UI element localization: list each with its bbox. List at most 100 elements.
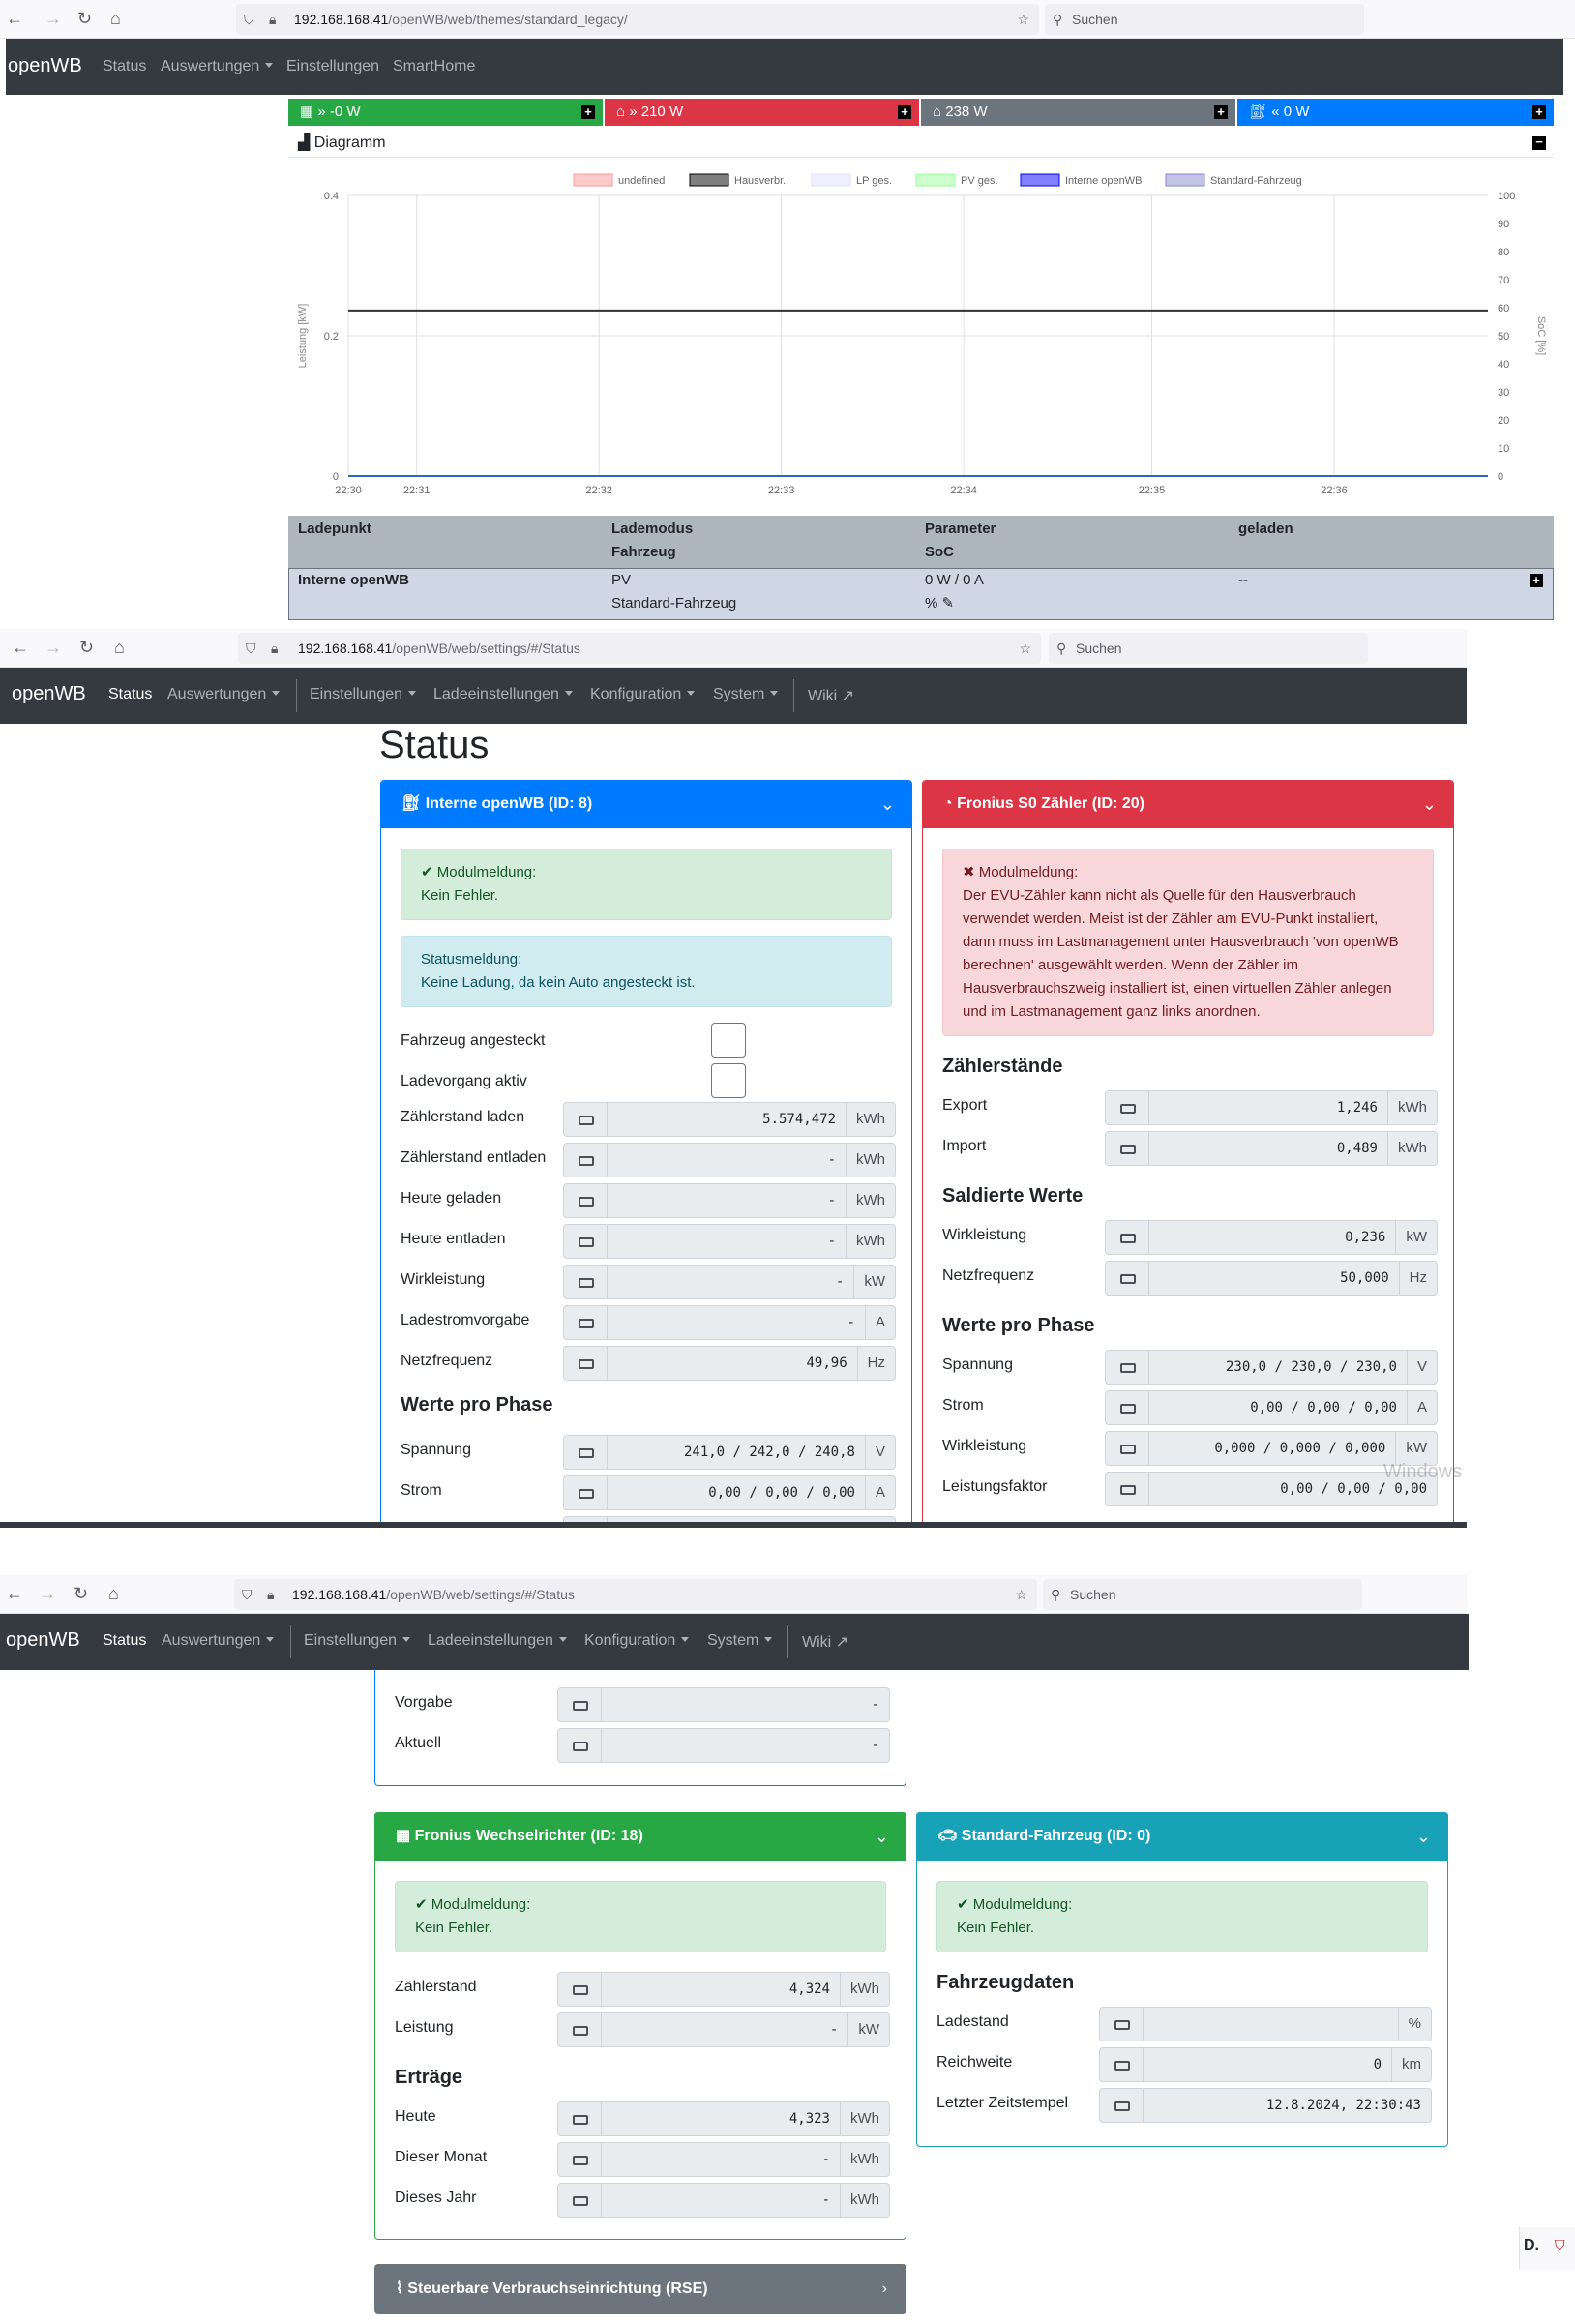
url-host: 192.168.168.41 [298,641,393,656]
nav-status[interactable]: Status [108,686,153,702]
edit-icon[interactable]: ✎ [941,595,955,611]
status-message: Statusmeldung: Keine Ladung, da kein Aut… [401,936,892,1007]
field-label: Spannung [401,1442,471,1458]
back-icon[interactable]: ← [6,9,23,28]
y2-tick-label: 0 [1498,471,1503,483]
value-field: 0,00 / 0,00 / 0,00 A [563,1475,896,1510]
nav-wiki[interactable]: Wiki ↗ [802,1634,849,1651]
nav-einstellungen[interactable]: Einstellungen [310,686,417,703]
chevron-down-icon[interactable]: ⌄ [874,1827,889,1846]
card-header[interactable]: 🚗︎ Standard-Fahrzeug (ID: 0) ⌄ [916,1812,1448,1861]
field-label: Dieses Jahr [395,2190,477,2206]
field-unit: V [1407,1350,1438,1385]
expand-icon[interactable]: + [1214,105,1228,119]
reload-icon[interactable]: ↻ [79,638,95,657]
collapse-icon[interactable]: − [1532,135,1546,150]
bookmark-star-icon[interactable]: ☆ [1019,641,1031,656]
url-path: /openWB/web/themes/standard_legacy/ [388,12,628,27]
x-tick-label: 22:33 [768,485,795,496]
nav-konfiguration[interactable]: Konfiguration [584,1632,690,1650]
home-tile[interactable]: ⌂ 238 W + [921,99,1235,126]
expand-icon[interactable]: + [898,105,911,119]
forward-icon[interactable]: → [45,9,62,28]
section-title: Werte pro Phase [401,1394,553,1415]
nav-status[interactable]: Status [103,58,147,74]
y2-tick-label: 70 [1498,275,1509,286]
nav-ladeeinstellungen[interactable]: Ladeeinstellungen [428,1632,567,1650]
search-box[interactable]: ⚲ Suchen [1045,4,1364,35]
field-label: Leistungsfaktor [942,1478,1048,1495]
card-header[interactable]: ◔ Fronius S0 Zähler (ID: 20) ⌄ [923,781,1453,828]
table-row[interactable]: Interne openWB PV Standard-Fahrzeug 0 W … [288,568,1554,620]
brand-logo[interactable]: openWB [8,55,82,76]
back-icon[interactable]: ← [6,1584,23,1603]
rse-card-header[interactable]: ⌇ Steuerbare Verbrauchseinrichtung (RSE)… [374,2264,906,2314]
legacy-navbar: openWB Status Auswertungen Einstellungen… [6,39,1563,95]
home-icon[interactable]: ⌂ [110,9,121,28]
reload-icon[interactable]: ↻ [74,1584,89,1603]
url-bar[interactable]: ⛉ 🔒︎ 192.168.168.41/openWB/web/themes/st… [236,4,1039,35]
row-charged: -- [1238,572,1248,588]
nav-einstellungen[interactable]: Einstellungen [286,58,380,74]
vehicle-plugged-checkbox[interactable] [711,1023,746,1058]
reload-icon[interactable]: ↻ [77,9,93,28]
card-header[interactable]: ⛽︎ Interne openWB (ID: 8) ⌄ [381,781,911,828]
col-soc: SoC [925,544,954,560]
url-bar[interactable]: ⛉ 🔒︎ 192.168.168.41/openWB/web/settings/… [238,633,1041,664]
nav-konfiguration[interactable]: Konfiguration [590,686,696,703]
card-header[interactable]: ▦ Fronius Wechselrichter (ID: 18) ⌄ [374,1812,906,1861]
back-icon[interactable]: ← [12,638,29,657]
y-tick-label: 0 [333,471,339,483]
forward-icon[interactable]: → [45,638,62,657]
search-box[interactable]: ⚲ Suchen [1049,633,1368,664]
nav-smarthome[interactable]: SmartHome [393,58,476,74]
url-host: 192.168.168.41 [294,12,389,27]
chargepoint-tile[interactable]: ⛽︎ « 0 W + [1237,99,1554,126]
diagram-header[interactable]: ▟ Diagramm − [288,129,1554,158]
keyboard-icon [563,1516,608,1527]
chevron-right-icon[interactable]: › [881,2280,887,2297]
field-value: - [608,1265,855,1299]
alert-text: Der EVU-Zähler kann nicht als Quelle für… [963,887,1399,1020]
expand-icon[interactable]: + [581,105,595,119]
nav-status[interactable]: Status [103,1632,147,1649]
nav-wiki[interactable]: Wiki ↗ [808,688,855,704]
field-value: 4,324 [602,1972,841,2007]
alert-text: Kein Fehler. [957,1920,1035,1936]
charging-active-checkbox[interactable] [711,1063,746,1098]
nav-system[interactable]: System [707,1632,773,1650]
nav-einstellungen[interactable]: Einstellungen [304,1632,411,1650]
forward-icon[interactable]: → [39,1584,56,1603]
expand-icon[interactable]: + [1530,574,1543,587]
keyboard-icon [557,2183,602,2218]
nav-ladeeinstellungen[interactable]: Ladeeinstellungen [433,686,573,703]
nav-system[interactable]: System [713,686,779,703]
module-message: ✖ Modulmeldung: Der EVU-Zähler kann nich… [942,849,1434,1036]
field-unit: kWh [841,2101,890,2136]
expand-icon[interactable]: + [1532,105,1546,119]
nav-auswertungen[interactable]: Auswertungen [161,58,274,75]
chevron-down-icon[interactable]: ⌄ [879,794,895,814]
chevron-down-icon[interactable]: ⌄ [1415,1827,1431,1846]
keyboard-icon [1105,1090,1149,1125]
cropped-toolbar: D. ⛉ [1519,2227,1575,2270]
nav-auswertungen[interactable]: Auswertungen [167,686,281,703]
home-icon[interactable]: ⌂ [108,1584,119,1603]
chevron-down-icon[interactable]: ⌄ [1421,794,1437,814]
field-label: Ladestand [936,2013,1009,2030]
bookmark-star-icon[interactable]: ☆ [1015,1587,1027,1602]
field-value: - [602,2183,841,2218]
chargepoint-icon: ⛽︎ [401,795,422,812]
field-value: 12.8.2024, 22:30:43 [1144,2088,1432,2123]
nav-auswertungen[interactable]: Auswertungen [162,1632,275,1650]
brand-logo[interactable]: openWB [12,683,86,704]
house-tile[interactable]: ⌂ » 210 W + [605,99,919,126]
brand-logo[interactable]: openWB [6,1629,80,1651]
field-label: Heute entladen [401,1231,506,1247]
value-field: 230,0 / 230,0 / 230,0 V [1105,1350,1438,1385]
grid-tile[interactable]: ▦ » -0 W + [288,99,603,126]
home-icon[interactable]: ⌂ [114,638,125,657]
url-bar[interactable]: ⛉ 🔒︎ 192.168.168.41/openWB/web/settings/… [234,1579,1037,1610]
search-box[interactable]: ⚲ Suchen [1043,1579,1362,1610]
bookmark-star-icon[interactable]: ☆ [1017,12,1029,27]
